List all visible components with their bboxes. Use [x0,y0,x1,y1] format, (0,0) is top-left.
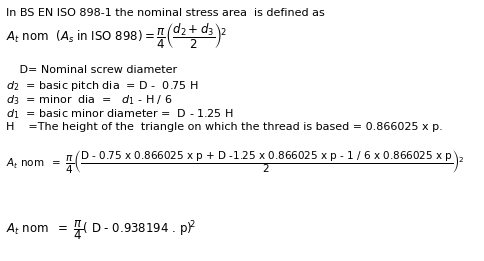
Text: $A_t$ nom  $= \ \dfrac{\pi}{4}\left(\dfrac{\text{D - 0.75 x 0.866025 x p + D -1.: $A_t$ nom $= \ \dfrac{\pi}{4}\left(\dfra… [6,148,463,175]
Text: H    =The height of the  triangle on which the thread is based = 0.866025 x p.: H =The height of the triangle on which t… [6,122,442,132]
Text: D= Nominal screw diameter: D= Nominal screw diameter [16,65,177,75]
Text: $A_t$ nom  $(A_s$ in ISO 898$) = \dfrac{\pi}{4}\left(\dfrac{d_2+ d_3}{2}\right)^: $A_t$ nom $(A_s$ in ISO 898$) = \dfrac{\… [6,22,227,51]
Text: $A_t$ nom  $= \ \dfrac{\pi}{4}\left(\text{ D - 0.938194 . p}\right)^{\!2}$: $A_t$ nom $= \ \dfrac{\pi}{4}\left(\text… [6,218,196,242]
Text: In BS EN ISO 898-1 the nominal stress area  is defined as: In BS EN ISO 898-1 the nominal stress ar… [6,8,324,18]
Text: $d_1$  = basic minor diameter =  D - 1.25 H: $d_1$ = basic minor diameter = D - 1.25 … [6,107,233,121]
Text: $d_3$  = minor  dia  =   $d_1$ - H / 6: $d_3$ = minor dia = $d_1$ - H / 6 [6,93,172,107]
Text: $d_2$  = basic pitch dia  = D -  0.75 H: $d_2$ = basic pitch dia = D - 0.75 H [6,79,198,93]
